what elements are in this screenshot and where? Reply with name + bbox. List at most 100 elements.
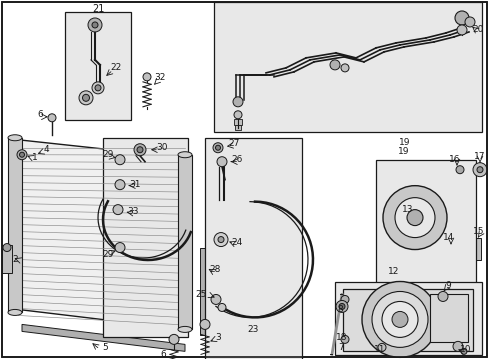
Bar — [200, 248, 204, 336]
Text: 6: 6 — [37, 110, 43, 119]
Bar — [235, 125, 241, 130]
Bar — [214, 2, 481, 132]
Circle shape — [394, 198, 434, 238]
Text: 16: 16 — [448, 155, 460, 164]
Circle shape — [48, 114, 56, 122]
Circle shape — [406, 210, 422, 226]
Circle shape — [210, 294, 221, 305]
Text: 30: 30 — [156, 143, 167, 152]
Circle shape — [371, 292, 427, 347]
Text: 2: 2 — [12, 255, 18, 264]
Text: 18: 18 — [336, 333, 347, 342]
Text: 11: 11 — [373, 345, 385, 354]
Circle shape — [217, 157, 226, 167]
Circle shape — [234, 111, 242, 119]
Ellipse shape — [8, 135, 22, 141]
Circle shape — [17, 150, 27, 160]
Circle shape — [338, 303, 345, 310]
Circle shape — [329, 60, 339, 70]
Circle shape — [361, 282, 437, 357]
Circle shape — [115, 155, 125, 165]
Circle shape — [472, 163, 486, 177]
Text: 21: 21 — [92, 4, 104, 14]
Polygon shape — [22, 324, 184, 351]
Bar — [449, 166, 469, 174]
Circle shape — [92, 82, 104, 94]
Circle shape — [95, 85, 101, 91]
Circle shape — [115, 243, 125, 253]
Text: 19: 19 — [397, 147, 409, 156]
Text: 31: 31 — [129, 180, 141, 189]
Circle shape — [137, 147, 142, 153]
Text: 33: 33 — [127, 207, 139, 216]
Text: 27: 27 — [228, 139, 239, 148]
Text: 13: 13 — [402, 205, 413, 214]
Circle shape — [113, 204, 123, 215]
Text: 9: 9 — [444, 281, 450, 290]
Circle shape — [82, 94, 89, 101]
Text: 25: 25 — [195, 290, 206, 299]
Circle shape — [115, 180, 125, 190]
Circle shape — [340, 296, 348, 303]
Circle shape — [232, 97, 243, 107]
Text: 6: 6 — [160, 350, 165, 359]
Circle shape — [340, 64, 348, 72]
Text: 29: 29 — [102, 250, 113, 259]
Bar — [472, 238, 480, 260]
Bar — [375, 160, 475, 292]
Bar — [178, 155, 192, 329]
Polygon shape — [18, 140, 184, 329]
Circle shape — [381, 301, 417, 337]
Circle shape — [340, 336, 348, 343]
Text: 5: 5 — [102, 343, 108, 352]
Circle shape — [455, 166, 463, 174]
Bar — [65, 12, 131, 120]
Circle shape — [476, 167, 482, 173]
Text: 29: 29 — [102, 150, 113, 159]
Text: 24: 24 — [231, 238, 242, 247]
Text: 4: 4 — [43, 145, 49, 154]
Text: 3: 3 — [215, 333, 221, 342]
Circle shape — [452, 341, 462, 351]
Circle shape — [464, 17, 474, 27]
Circle shape — [3, 244, 11, 252]
Text: 28: 28 — [209, 265, 220, 274]
Text: 7: 7 — [337, 343, 343, 352]
Text: 26: 26 — [231, 155, 242, 164]
Bar — [234, 119, 242, 125]
Circle shape — [218, 237, 224, 243]
Circle shape — [92, 22, 98, 28]
Circle shape — [214, 233, 227, 247]
Circle shape — [20, 152, 24, 157]
Bar — [447, 244, 469, 253]
Text: 19: 19 — [398, 138, 410, 147]
Circle shape — [437, 292, 447, 301]
Text: 32: 32 — [154, 73, 165, 82]
Circle shape — [142, 73, 151, 81]
Text: 17: 17 — [473, 152, 485, 161]
Circle shape — [169, 334, 179, 345]
Circle shape — [218, 303, 225, 311]
Text: 22: 22 — [110, 63, 122, 72]
Bar — [2, 244, 12, 273]
Text: 12: 12 — [387, 267, 399, 276]
Circle shape — [391, 311, 407, 327]
Bar — [342, 289, 472, 351]
Text: 8: 8 — [336, 305, 342, 314]
Text: 10: 10 — [459, 345, 471, 354]
Ellipse shape — [178, 327, 192, 332]
Circle shape — [213, 143, 223, 153]
Circle shape — [456, 25, 466, 35]
Bar — [8, 138, 22, 312]
Ellipse shape — [8, 310, 22, 315]
Text: 23: 23 — [247, 325, 258, 334]
Bar — [204, 138, 302, 360]
Circle shape — [88, 18, 102, 32]
Ellipse shape — [178, 152, 192, 158]
Circle shape — [460, 348, 466, 354]
Text: 20: 20 — [471, 26, 483, 35]
Circle shape — [215, 145, 220, 150]
Bar — [334, 283, 481, 355]
Circle shape — [200, 319, 209, 329]
Text: 15: 15 — [472, 227, 484, 236]
